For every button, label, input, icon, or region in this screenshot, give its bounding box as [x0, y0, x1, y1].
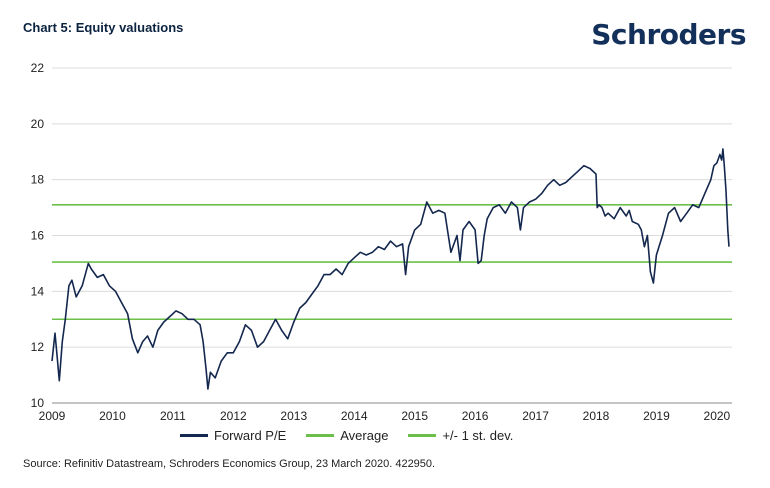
legend-label-average: Average [340, 428, 389, 443]
x-tick-label-2012: 2012 [220, 409, 247, 423]
x-tick-label-2017: 2017 [522, 409, 549, 423]
x-tick-label-2018: 2018 [583, 409, 610, 423]
y-tick-label-16: 16 [31, 229, 45, 243]
x-tick-label-2013: 2013 [280, 409, 307, 423]
legend-item-forward-pe: Forward P/E [180, 428, 286, 443]
y-tick-label-20: 20 [31, 117, 45, 131]
y-tick-label-12: 12 [31, 340, 45, 354]
x-tick-label-2010: 2010 [99, 409, 126, 423]
legend-swatch-std-dev [408, 434, 437, 437]
legend-swatch-average [306, 434, 335, 437]
x-tick-label-2015: 2015 [401, 409, 428, 423]
y-tick-label-10: 10 [31, 396, 45, 410]
legend-label-forward-pe: Forward P/E [214, 428, 287, 443]
series-line-forward-pe [51, 148, 730, 390]
y-tick-label-22: 22 [31, 61, 45, 75]
legend-item-std-dev: +/- 1 st. dev. [408, 428, 513, 443]
x-tick-label-2009: 2009 [39, 409, 66, 423]
y-tick-label-18: 18 [31, 173, 45, 187]
chart-legend: Forward P/E Average +/- 1 st. dev. [180, 428, 513, 443]
y-tick-label-14: 14 [31, 284, 45, 298]
source-note: Source: Refinitiv Datastream, Schroders … [23, 458, 436, 470]
legend-swatch-forward-pe [180, 434, 208, 437]
x-tick-label-2011: 2011 [160, 409, 186, 423]
x-tick-label-2014: 2014 [341, 409, 368, 423]
x-tick-label-2016: 2016 [462, 409, 489, 423]
legend-label-std-dev: +/- 1 st. dev. [442, 428, 514, 443]
schroders-logo: Schroders [591, 18, 746, 51]
x-tick-label-2019: 2019 [643, 409, 670, 423]
legend-item-average: Average [306, 428, 388, 443]
chart-title: Chart 5: Equity valuations [23, 20, 184, 35]
x-tick-label-2020: 2020 [704, 409, 731, 423]
